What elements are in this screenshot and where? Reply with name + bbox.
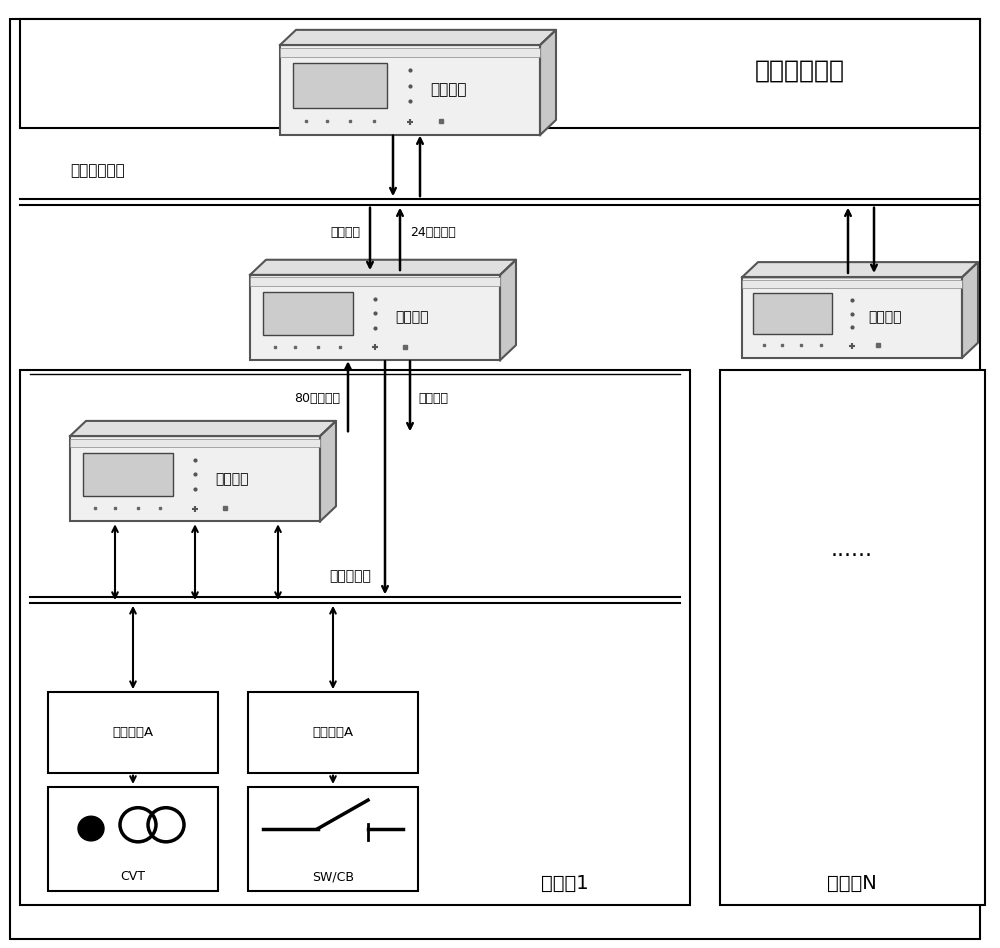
FancyBboxPatch shape: [262, 292, 353, 335]
Polygon shape: [280, 30, 556, 46]
FancyBboxPatch shape: [70, 439, 320, 447]
FancyBboxPatch shape: [250, 275, 500, 360]
Text: 广域保护: 广域保护: [431, 82, 467, 98]
FancyBboxPatch shape: [82, 453, 173, 496]
Circle shape: [78, 816, 104, 841]
FancyBboxPatch shape: [742, 280, 962, 288]
FancyBboxPatch shape: [753, 294, 832, 334]
FancyBboxPatch shape: [48, 787, 218, 891]
Polygon shape: [962, 262, 978, 358]
Text: 跳闸命令: 跳闸命令: [418, 392, 448, 405]
Text: 过程层网络: 过程层网络: [329, 570, 371, 583]
Text: 24点采样値: 24点采样値: [410, 226, 456, 239]
Text: 同步命令: 同步命令: [330, 226, 360, 239]
FancyBboxPatch shape: [742, 277, 962, 358]
Polygon shape: [70, 421, 336, 436]
FancyBboxPatch shape: [70, 436, 320, 521]
FancyBboxPatch shape: [20, 370, 690, 905]
Polygon shape: [250, 260, 516, 275]
Text: 80点采样値: 80点采样値: [294, 392, 340, 405]
Text: 站间通信网络: 站间通信网络: [70, 163, 125, 178]
Text: 变电站1: 变电站1: [541, 874, 589, 893]
Text: 站域保护: 站域保护: [868, 311, 902, 324]
FancyBboxPatch shape: [720, 370, 985, 905]
FancyBboxPatch shape: [20, 19, 980, 128]
FancyBboxPatch shape: [280, 47, 540, 57]
FancyBboxPatch shape: [280, 46, 540, 135]
Text: 站域保护: 站域保护: [396, 311, 429, 324]
Text: 就地保护: 就地保护: [216, 472, 249, 485]
FancyBboxPatch shape: [248, 692, 418, 773]
Text: 保护控制中心: 保护控制中心: [755, 59, 845, 83]
FancyBboxPatch shape: [10, 19, 980, 939]
Text: ......: ......: [831, 539, 873, 560]
Polygon shape: [742, 262, 978, 277]
FancyBboxPatch shape: [293, 64, 387, 108]
FancyBboxPatch shape: [248, 787, 418, 891]
Polygon shape: [500, 260, 516, 360]
Polygon shape: [540, 30, 556, 135]
FancyBboxPatch shape: [250, 278, 500, 286]
Polygon shape: [320, 421, 336, 521]
FancyBboxPatch shape: [48, 692, 218, 773]
Text: 智能终端A: 智能终端A: [312, 726, 354, 738]
Text: CVT: CVT: [120, 870, 146, 883]
Text: SW/CB: SW/CB: [312, 870, 354, 883]
Text: 合并单元A: 合并单元A: [112, 726, 154, 738]
Text: 变电站N: 变电站N: [827, 874, 877, 893]
